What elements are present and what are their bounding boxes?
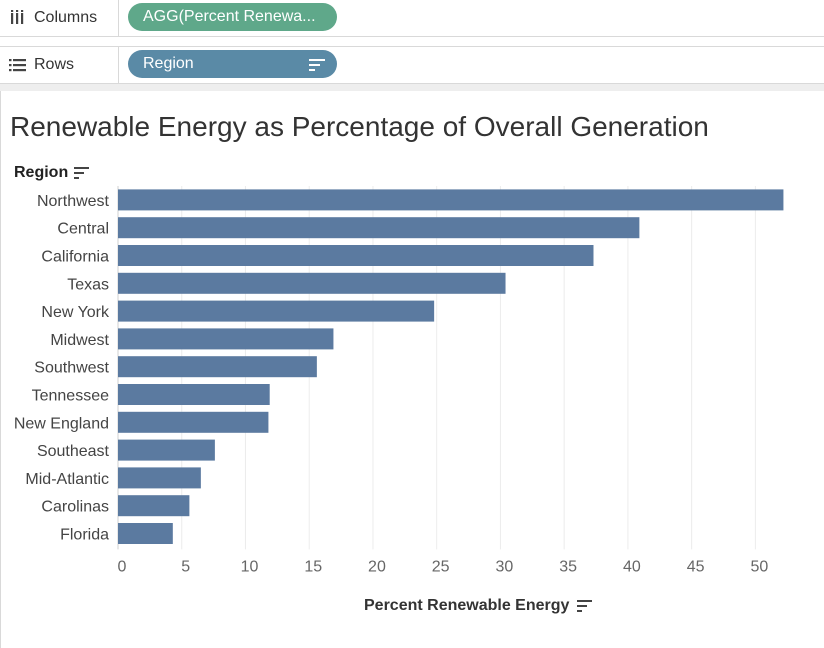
- x-tick-label: 40: [623, 558, 641, 575]
- x-axis-title[interactable]: Percent Renewable Energy: [364, 597, 593, 615]
- rows-pill-text: Region: [143, 55, 194, 72]
- bar[interactable]: [118, 523, 173, 544]
- bar[interactable]: [118, 272, 506, 294]
- bar[interactable]: [118, 439, 215, 461]
- columns-measure-pill[interactable]: AGG(Percent Renewa...: [128, 3, 337, 31]
- columns-shelf-label: Columns: [0, 0, 119, 36]
- bar[interactable]: [118, 467, 201, 489]
- x-tick-label: 15: [304, 558, 322, 575]
- rows-dimension-pill[interactable]: Region: [128, 50, 337, 78]
- y-tick-label: New England: [14, 415, 109, 432]
- bar[interactable]: [118, 217, 640, 239]
- x-tick-label: 30: [496, 558, 514, 575]
- y-tick-label: Northwest: [37, 193, 110, 210]
- bar[interactable]: [118, 384, 270, 405]
- columns-pill-text: AGG(Percent Renewa...: [143, 8, 316, 25]
- y-tick-label: Southwest: [34, 360, 109, 377]
- x-tick-label: 25: [432, 558, 450, 575]
- y-tick-label: Florida: [60, 527, 109, 544]
- rows-shelf-label: Rows: [0, 47, 119, 83]
- y-tick-label: Tennessee: [32, 388, 109, 405]
- y-tick-label: Southeast: [37, 443, 110, 460]
- chart-title: Renewable Energy as Percentage of Overal…: [10, 111, 709, 142]
- bar[interactable]: [118, 300, 435, 322]
- rows-shelf: Rows Region: [0, 46, 824, 84]
- bar[interactable]: [118, 495, 190, 517]
- region-header[interactable]: Region: [14, 164, 90, 182]
- y-tick-label: Mid-Atlantic: [25, 471, 109, 488]
- x-tick-label: 45: [687, 558, 705, 575]
- panel-divider: [0, 84, 824, 91]
- x-tick-label: 50: [750, 558, 768, 575]
- bar-chart: 0 5 10 15 20 25 30 35 40 45 50 Northwest Central Cali…: [14, 186, 784, 575]
- region-header-label: Region: [14, 164, 69, 181]
- x-tick-label: 0: [118, 558, 127, 575]
- x-tick-label: 10: [241, 558, 259, 575]
- bar[interactable]: [118, 411, 269, 433]
- x-axis-title-text: Percent Renewable Energy: [364, 597, 570, 614]
- rows-label-text: Rows: [34, 56, 75, 73]
- columns-label-text: Columns: [34, 9, 98, 26]
- rows-icon: [9, 57, 27, 73]
- x-tick-label: 35: [559, 558, 577, 575]
- bar[interactable]: [118, 245, 594, 266]
- sort-descending-icon[interactable]: [577, 600, 593, 612]
- x-tick-label: 20: [368, 558, 386, 575]
- x-tick-label: 5: [181, 558, 190, 575]
- bar[interactable]: [118, 328, 334, 350]
- columns-shelf: Columns AGG(Percent Renewa...: [0, 0, 824, 37]
- y-tick-label: California: [41, 249, 109, 266]
- y-tick-label: Central: [57, 221, 109, 238]
- y-tick-label: Carolinas: [41, 499, 109, 516]
- sort-descending-icon[interactable]: [309, 58, 325, 76]
- y-tick-label: Texas: [67, 276, 109, 293]
- y-tick-label: New York: [41, 304, 110, 321]
- bar[interactable]: [118, 356, 317, 378]
- y-tick-label: Midwest: [50, 332, 109, 349]
- columns-icon: [9, 10, 27, 26]
- sort-descending-icon[interactable]: [74, 167, 90, 179]
- bar[interactable]: [118, 189, 784, 211]
